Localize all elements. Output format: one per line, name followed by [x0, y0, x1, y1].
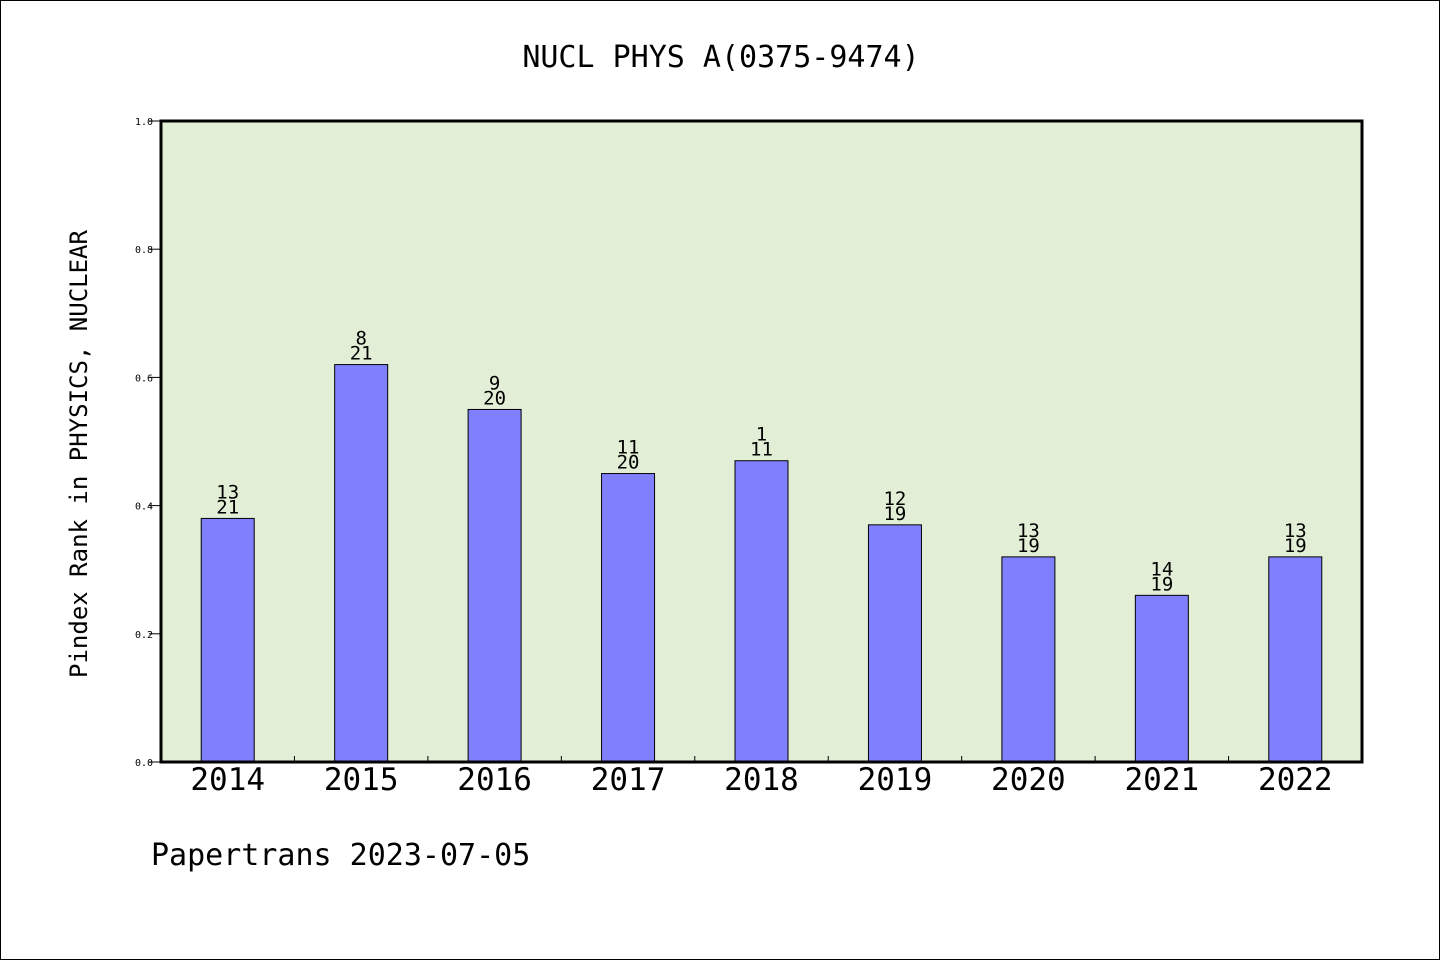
bar-rank-label: 13 [216, 481, 239, 503]
bar-rank-label: 12 [883, 488, 906, 510]
x-tick-label: 2015 [324, 762, 399, 798]
x-tick-label: 2018 [724, 762, 799, 798]
bar [601, 473, 656, 763]
bar-total-label: 19 [1150, 573, 1173, 595]
bar [1268, 556, 1323, 763]
bar-total-label: 20 [483, 387, 506, 409]
y-axis: 0.0 0.2 0.4 0.6 0.8 1.0 [135, 117, 161, 769]
y-tick-label: 0.4 [135, 502, 153, 513]
bar-total-label: 21 [350, 343, 373, 365]
bar-total-label: 20 [617, 452, 640, 474]
bar-rank-label: 1 [756, 424, 767, 446]
y-tick-label: 0.6 [135, 373, 153, 384]
bar-rank-label: 14 [1150, 558, 1173, 580]
x-tick-label: 2014 [190, 762, 265, 798]
y-tick-label: 1.0 [135, 117, 153, 128]
y-tick-label: 0.2 [135, 630, 153, 641]
y-axis-label: Pindex Rank in PHYSICS, NUCLEAR [65, 229, 93, 677]
bar-total-label: 19 [883, 503, 906, 525]
bar-rank-label: 13 [1284, 520, 1307, 542]
bar-total-label: 21 [216, 496, 239, 518]
x-tick-label: 2022 [1258, 762, 1333, 798]
footer-credit: Papertrans 2023-07-05 [151, 838, 530, 873]
bar [467, 408, 522, 763]
bar [200, 517, 255, 763]
x-tick-label: 2019 [858, 762, 933, 798]
bar-total-label: 19 [1284, 535, 1307, 557]
x-axis: 2014 2015 2016 2017 2018 2019 2020 2021 2022 [190, 756, 1333, 798]
bar-rank-label: 9 [489, 372, 500, 394]
bar-rank-label: 13 [1017, 520, 1040, 542]
y-tick-label: 0.0 [135, 758, 153, 769]
bar [334, 364, 389, 763]
bar-rank-label: 8 [355, 328, 366, 350]
x-tick-label: 2016 [457, 762, 532, 798]
bar [1134, 594, 1189, 763]
bar-rank-label: 11 [617, 437, 640, 459]
bar-total-label: 19 [1017, 535, 1040, 557]
x-tick-label: 2017 [591, 762, 666, 798]
bar [867, 524, 922, 763]
bar [1001, 556, 1056, 763]
x-tick-label: 2020 [991, 762, 1066, 798]
x-tick-label: 2021 [1125, 762, 1200, 798]
y-tick-label: 0.8 [135, 245, 153, 256]
plot-border [159, 119, 1364, 764]
bar-total-label: 11 [750, 439, 773, 461]
chart-title: NUCL PHYS A(0375-9474) [522, 40, 919, 75]
bar [734, 460, 789, 763]
